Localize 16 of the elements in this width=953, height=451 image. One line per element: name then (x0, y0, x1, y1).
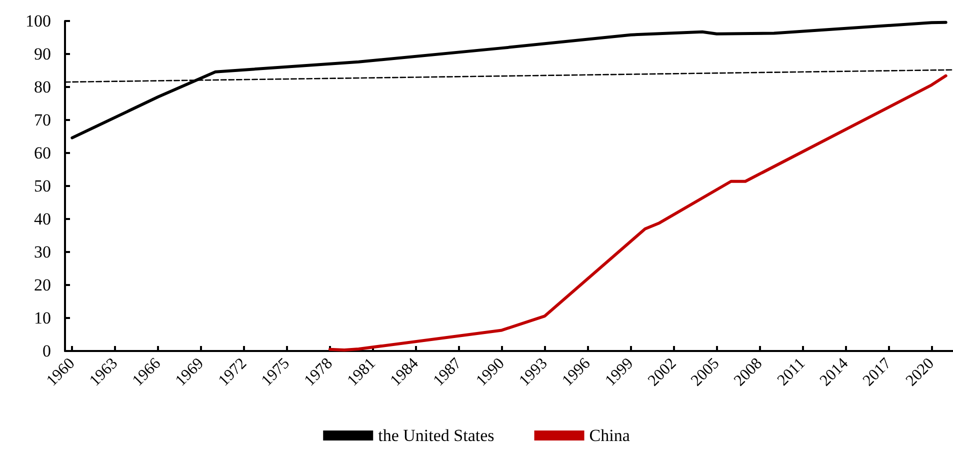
y-tick-label: 30 (34, 242, 51, 262)
y-tick-label: 60 (34, 144, 51, 162)
line-series (328, 74, 948, 352)
y-tick-label: 70 (34, 110, 51, 130)
y-tick-label: 20 (34, 276, 51, 294)
y-tick-label: 90 (34, 44, 51, 64)
y-tick-label: 0 (42, 342, 51, 360)
y-tick-label: 50 (34, 176, 51, 196)
x-tick-label: 1981 (344, 354, 379, 390)
y-tick-label: 80 (34, 78, 51, 96)
y-tick-label: 10 (34, 308, 51, 328)
y-tick-label: 100 (26, 12, 51, 30)
legend-label: the United States (378, 426, 494, 445)
legend-label: China (589, 426, 630, 445)
y-tick-label: 40 (34, 210, 51, 228)
x-tick-label: 2011 (774, 354, 809, 390)
